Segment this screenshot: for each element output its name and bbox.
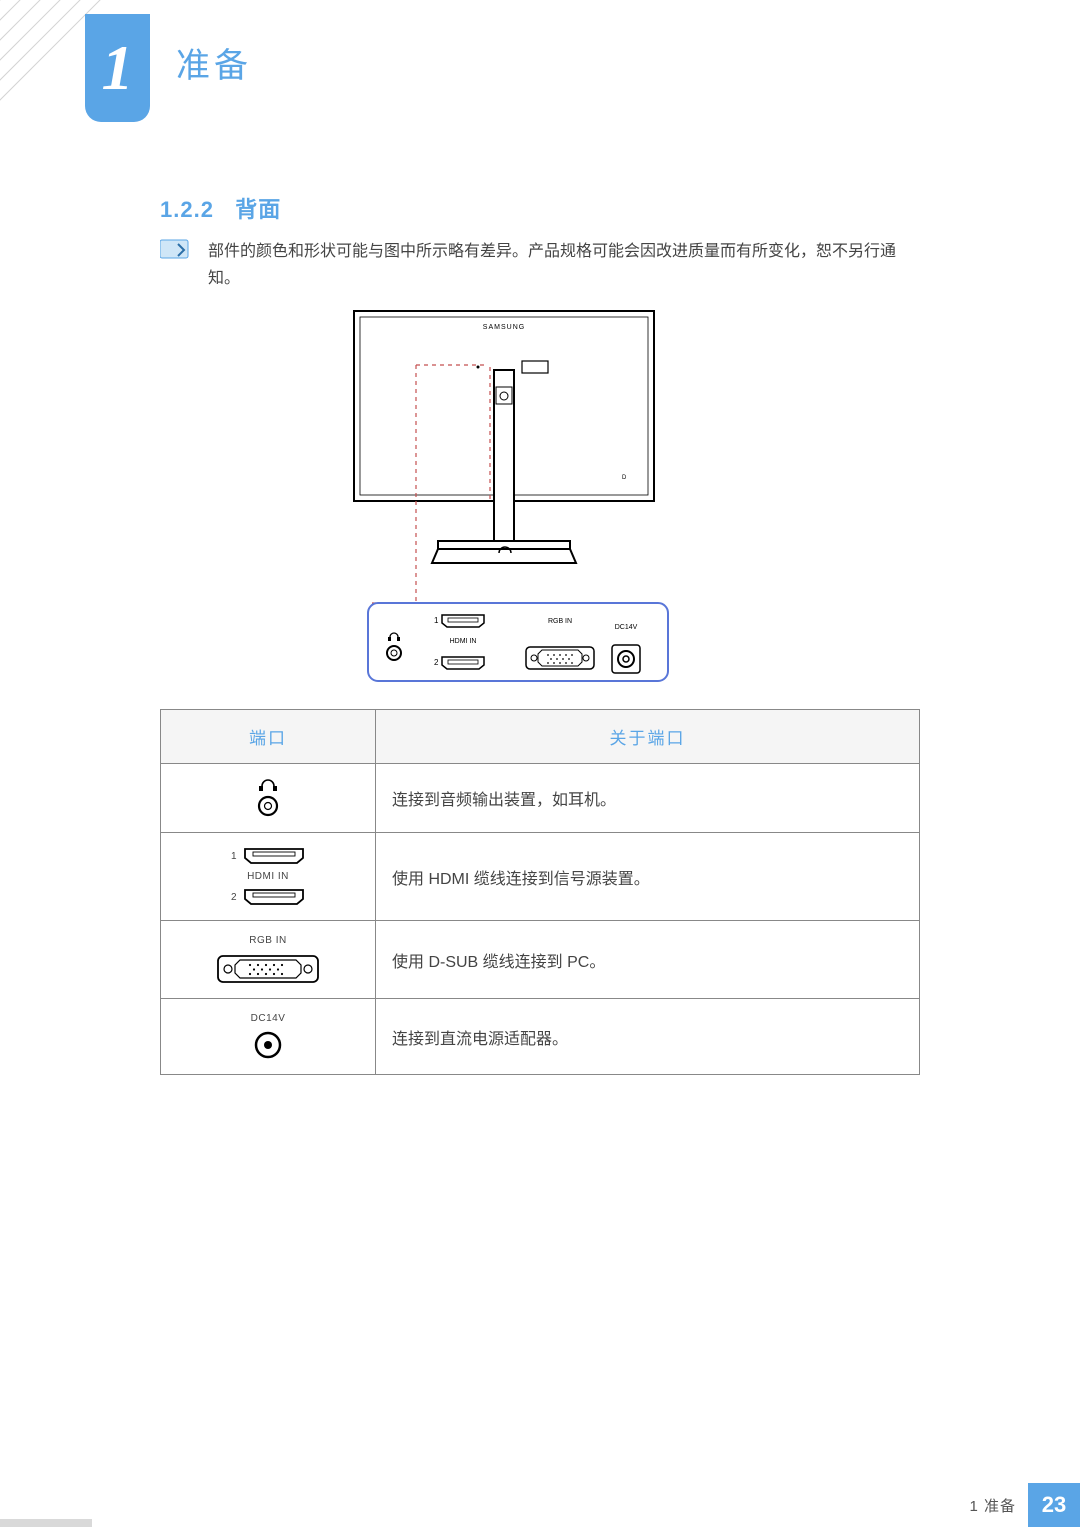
desc-cell: 连接到音频输出装置，如耳机。 [376, 764, 920, 833]
header-desc: 关于端口 [376, 710, 920, 764]
monitor-rear-diagram: SAMSUNG D 1 HDMI IN 2 RGB IN [348, 305, 678, 700]
port-cell-hdmi: 1 HDMI IN 2 [161, 833, 376, 921]
table-row: 1 HDMI IN 2 使用 HDMI 缆线连接到信号源装置。 [161, 833, 920, 921]
ports-table: 端口 关于端口 连接到音频输出装置，如耳机。 1 HDMI IN [160, 709, 920, 1075]
note-icon [160, 238, 190, 260]
dc-label: DC14V [615, 624, 638, 631]
chapter-title: 准备 [176, 38, 252, 87]
vga-port-icon [216, 952, 320, 984]
hdmi-port-icon [243, 888, 305, 906]
svg-text:D: D [622, 475, 627, 481]
page-number: 23 [1028, 1483, 1080, 1527]
page-footer: 1 准备 23 [0, 1483, 1080, 1527]
desc-cell: 使用 D-SUB 缆线连接到 PC。 [376, 921, 920, 999]
brand-label: SAMSUNG [483, 324, 525, 331]
table-row: DC14V 连接到直流电源适配器。 [161, 999, 920, 1075]
rgb-label: RGB IN [548, 618, 572, 625]
rgb-label: RGB IN [249, 935, 286, 946]
dc-jack-icon [253, 1030, 283, 1060]
section-heading: 1.2.2 背面 [160, 192, 281, 224]
table-header-row: 端口 关于端口 [161, 710, 920, 764]
section-number: 1.2.2 [160, 197, 214, 222]
hdmi-port-icon [243, 847, 305, 865]
hdmi-label: HDMI IN [450, 638, 477, 645]
note-block: 部件的颜色和形状可能与图中所示略有差异。产品规格可能会因改进质量而有所变化，恕不… [160, 238, 920, 292]
port-cell-rgb: RGB IN [161, 921, 376, 999]
headphone-jack-icon [253, 778, 283, 818]
footer-accent-bar [0, 1519, 92, 1527]
note-text: 部件的颜色和形状可能与图中所示略有差异。产品规格可能会因改进质量而有所变化，恕不… [208, 238, 920, 292]
table-row: 连接到音频输出装置，如耳机。 [161, 764, 920, 833]
port-cell-dc: DC14V [161, 999, 376, 1075]
desc-cell: 使用 HDMI 缆线连接到信号源装置。 [376, 833, 920, 921]
footer-chapter-ref: 1 准备 [969, 1495, 1016, 1516]
header-port: 端口 [161, 710, 376, 764]
table-row: RGB IN 使用 D-SUB 缆线连接到 PC。 [161, 921, 920, 999]
section-title: 背面 [235, 197, 281, 222]
dc-label: DC14V [251, 1013, 286, 1024]
port-cell-headphone [161, 764, 376, 833]
hdmi-label: HDMI IN [247, 871, 289, 882]
chapter-number: 1 [102, 31, 134, 105]
chapter-number-badge: 1 [85, 14, 150, 122]
svg-text:2: 2 [434, 658, 439, 667]
svg-text:1: 1 [434, 616, 439, 625]
desc-cell: 连接到直流电源适配器。 [376, 999, 920, 1075]
